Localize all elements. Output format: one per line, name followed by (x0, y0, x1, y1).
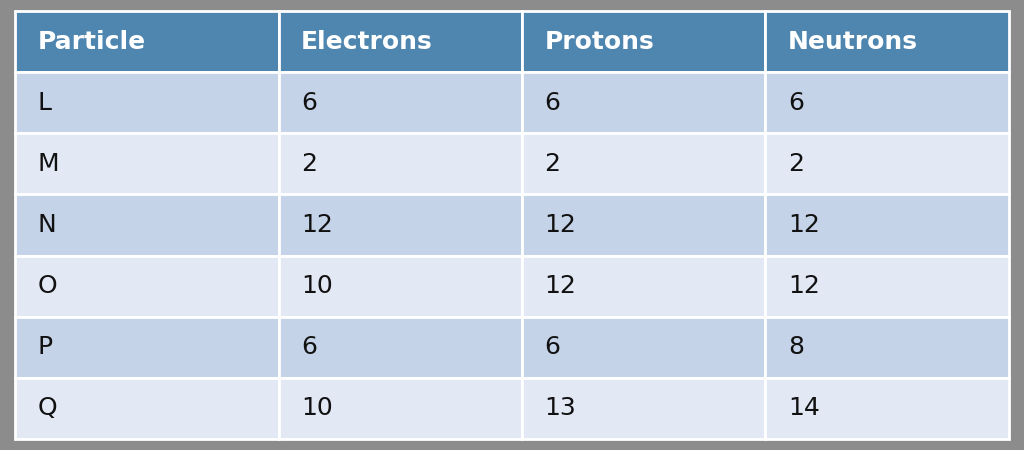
Text: Particle: Particle (38, 30, 146, 54)
Text: N: N (38, 213, 56, 237)
Bar (522, 256, 765, 317)
Text: 12: 12 (787, 274, 819, 298)
Bar (765, 378, 1009, 439)
Bar (279, 133, 522, 194)
Bar (15, 194, 279, 256)
Text: Protons: Protons (545, 30, 654, 54)
Text: 12: 12 (545, 274, 577, 298)
Bar (15, 317, 279, 378)
Text: 12: 12 (301, 213, 333, 237)
Text: M: M (38, 152, 59, 176)
Text: L: L (38, 91, 52, 115)
Bar (522, 378, 765, 439)
Bar (279, 194, 522, 256)
Text: 6: 6 (545, 91, 560, 115)
Bar (522, 11, 765, 72)
Text: O: O (38, 274, 57, 298)
Text: Q: Q (38, 396, 57, 420)
Bar (522, 72, 765, 133)
Text: 6: 6 (787, 91, 804, 115)
Text: Electrons: Electrons (301, 30, 433, 54)
Text: 10: 10 (301, 396, 333, 420)
Bar (279, 11, 522, 72)
Text: 2: 2 (301, 152, 317, 176)
Text: 12: 12 (545, 213, 577, 237)
Bar (279, 256, 522, 317)
Bar (765, 133, 1009, 194)
Text: 6: 6 (545, 335, 560, 359)
Bar (765, 317, 1009, 378)
Text: 10: 10 (301, 274, 333, 298)
Text: 8: 8 (787, 335, 804, 359)
Bar (522, 133, 765, 194)
Bar (279, 378, 522, 439)
Bar (15, 72, 279, 133)
Text: 6: 6 (301, 335, 317, 359)
Bar (765, 11, 1009, 72)
Bar (15, 11, 279, 72)
Bar (15, 133, 279, 194)
Bar (765, 194, 1009, 256)
Bar (765, 72, 1009, 133)
Text: Neutrons: Neutrons (787, 30, 918, 54)
Text: 13: 13 (545, 396, 577, 420)
Text: 2: 2 (545, 152, 560, 176)
Bar (15, 256, 279, 317)
Bar (765, 256, 1009, 317)
Text: 6: 6 (301, 91, 317, 115)
Text: 12: 12 (787, 213, 819, 237)
Text: 2: 2 (787, 152, 804, 176)
Text: 14: 14 (787, 396, 819, 420)
Bar (279, 317, 522, 378)
Bar (522, 317, 765, 378)
Text: P: P (38, 335, 53, 359)
Bar (15, 378, 279, 439)
Bar (522, 194, 765, 256)
Bar (279, 72, 522, 133)
